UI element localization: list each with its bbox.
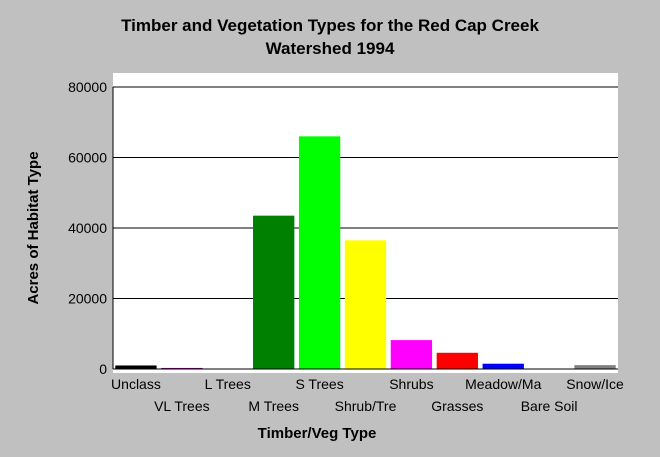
chart-title-line-1: Timber and Vegetation Types for the Red … [121,16,539,35]
x-category-label: Meadow/Ma [465,376,541,392]
x-axis-title: Timber/Veg Type [258,425,377,442]
x-tick-labels: Unclass VL Trees L Trees M Trees S Trees Shru… [111,376,624,414]
y-axis-title: Acres of Habitat Type [25,151,42,304]
bar-shrubs [390,340,433,369]
x-category-label: VL Trees [154,398,210,414]
x-category-label: Grasses [431,398,483,414]
bar-s-trees [298,136,341,369]
bar-m-trees [253,215,295,369]
chart-title-line-2: Watershed 1994 [265,39,395,58]
x-category-label: S Trees [295,376,343,392]
bar-grasses [436,352,478,369]
y-tick-label: 60000 [68,150,107,166]
x-category-label: Bare Soil [521,398,578,414]
x-category-label: Shrubs [389,376,433,392]
bar-vl-trees [161,367,203,369]
y-tick-label: 40000 [68,220,107,236]
y-tick-label: 80000 [68,79,107,95]
y-tick-labels: 0 20000 40000 60000 80000 [68,79,107,377]
x-category-label: Unclass [111,376,161,392]
x-category-label: Shrub/Tre [335,398,397,414]
bar-meadow-ma [482,363,524,369]
x-category-label: M Trees [248,398,299,414]
bar-unclass [115,365,157,369]
bars [115,136,616,369]
bar-shrub-tre [344,240,387,369]
y-tick-label: 20000 [68,291,107,307]
x-category-label: Snow/Ice [566,376,624,392]
bar-snow-ice [574,365,616,369]
x-category-label: L Trees [205,376,251,392]
y-tick-label: 0 [99,361,107,377]
chart-title: Timber and Vegetation Types for the Red … [0,14,660,60]
